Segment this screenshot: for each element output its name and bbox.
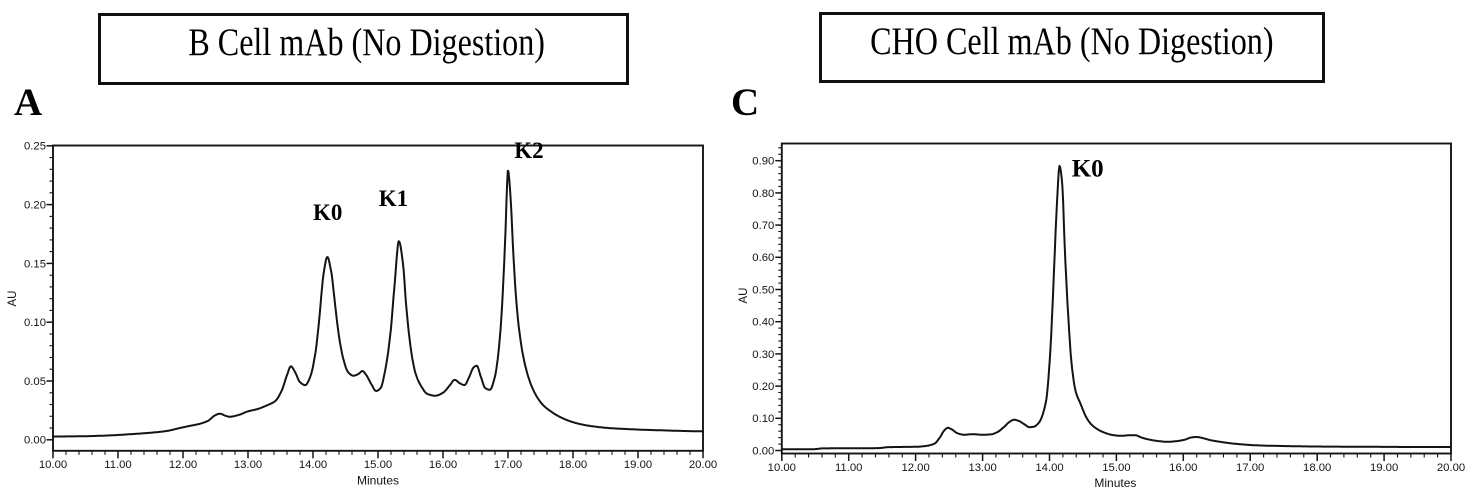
svg-text:0.70: 0.70: [752, 220, 774, 232]
svg-text:0.10: 0.10: [752, 413, 774, 425]
svg-text:Minutes: Minutes: [1094, 476, 1136, 490]
svg-text:19.00: 19.00: [624, 459, 652, 471]
svg-text:13.00: 13.00: [234, 459, 262, 471]
svg-text:0.80: 0.80: [752, 188, 774, 200]
svg-text:17.00: 17.00: [494, 459, 522, 471]
svg-text:0.05: 0.05: [24, 376, 46, 388]
svg-text:19.00: 19.00: [1370, 462, 1398, 474]
svg-text:16.00: 16.00: [1169, 462, 1197, 474]
svg-text:20.00: 20.00: [1437, 462, 1465, 474]
svg-text:11.00: 11.00: [104, 459, 131, 471]
svg-text:14.00: 14.00: [1035, 462, 1063, 474]
svg-text:15.00: 15.00: [364, 459, 392, 471]
svg-text:AU: AU: [738, 288, 750, 304]
svg-text:11.00: 11.00: [835, 462, 862, 474]
svg-text:15.00: 15.00: [1102, 462, 1130, 474]
svg-text:17.00: 17.00: [1236, 462, 1264, 474]
svg-text:13.00: 13.00: [968, 462, 996, 474]
svg-text:0.30: 0.30: [752, 349, 774, 361]
svg-text:18.00: 18.00: [1303, 462, 1331, 474]
svg-text:0.00: 0.00: [752, 445, 774, 457]
svg-text:12.00: 12.00: [901, 462, 929, 474]
svg-text:0.15: 0.15: [24, 258, 46, 270]
svg-text:10.00: 10.00: [39, 459, 67, 471]
svg-text:0.20: 0.20: [752, 381, 774, 393]
svg-text:16.00: 16.00: [429, 459, 457, 471]
svg-text:0.20: 0.20: [24, 200, 46, 212]
svg-text:12.00: 12.00: [169, 459, 197, 471]
svg-text:Minutes: Minutes: [357, 474, 399, 488]
svg-text:10.00: 10.00: [768, 462, 796, 474]
svg-text:14.00: 14.00: [299, 459, 327, 471]
svg-text:18.00: 18.00: [559, 459, 587, 471]
svg-text:0.60: 0.60: [752, 252, 774, 264]
svg-text:0.50: 0.50: [752, 284, 774, 296]
svg-text:AU: AU: [7, 291, 19, 307]
svg-text:0.40: 0.40: [752, 317, 774, 329]
svg-text:0.10: 0.10: [24, 317, 46, 329]
svg-text:0.90: 0.90: [752, 156, 774, 168]
svg-text:K1: K1: [379, 186, 408, 211]
svg-text:0.00: 0.00: [24, 435, 46, 447]
svg-text:K0: K0: [1072, 156, 1104, 183]
svg-text:K2: K2: [514, 138, 543, 163]
svg-text:0.25: 0.25: [24, 141, 46, 153]
svg-text:20.00: 20.00: [689, 459, 717, 471]
svg-text:K0: K0: [313, 200, 342, 225]
